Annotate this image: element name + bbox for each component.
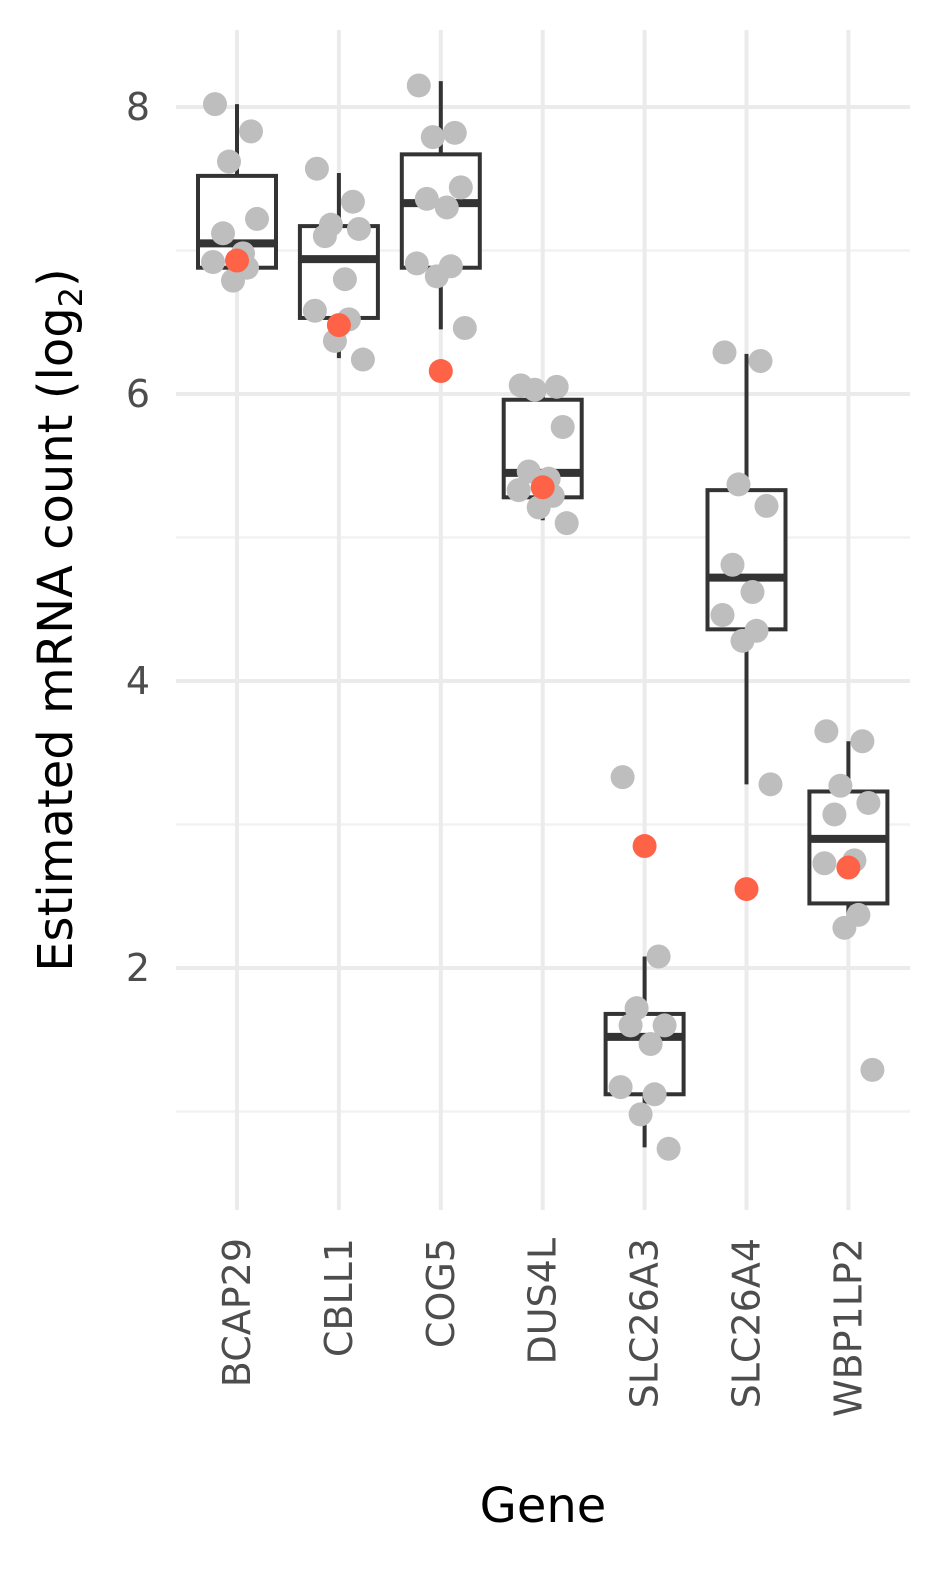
data-point (544, 374, 569, 399)
data-point (217, 149, 241, 174)
data-point (814, 719, 839, 744)
data-point (406, 73, 431, 98)
data-point (628, 1102, 653, 1127)
data-point (434, 195, 459, 220)
y-axis-title: Estimated mRNA count (log2) (28, 268, 90, 972)
data-point (652, 1013, 677, 1038)
highlight-point (734, 877, 759, 902)
data-point (424, 264, 449, 289)
data-point (812, 851, 837, 876)
box-wbp1lp2 (807, 741, 890, 928)
x-tick-label: SLC26A3 (623, 1238, 667, 1408)
data-point (748, 348, 773, 373)
x-tick-label: SLC26A4 (725, 1238, 769, 1408)
axes: 2 4 6 8 BCAP29 CBLL1 COG5 DUS4L SLC26A3 SLC26A4 WB… (126, 85, 871, 1417)
y-axis-title-close: ) (28, 268, 84, 287)
data-point (656, 1136, 681, 1161)
data-point (730, 628, 755, 653)
y-tick-label: 2 (126, 946, 150, 990)
data-point (404, 251, 429, 276)
data-point (522, 377, 547, 402)
x-tick-label: COG5 (419, 1238, 463, 1348)
data-point (201, 249, 225, 274)
data-point (414, 186, 439, 211)
data-point (448, 175, 473, 200)
data-point (822, 802, 847, 827)
highlight-point (530, 475, 555, 500)
data-point (346, 216, 371, 241)
y-axis-title-main: Estimated mRNA count (log (28, 307, 84, 971)
data-point (860, 1057, 885, 1082)
x-axis-title: Gene (480, 1478, 607, 1534)
data-point (726, 472, 751, 497)
highlight-point (632, 834, 657, 859)
data-point (618, 1013, 643, 1038)
x-tick-label: BCAP29 (215, 1238, 259, 1387)
data-point (754, 493, 779, 518)
data-point (758, 772, 783, 797)
data-point (350, 347, 375, 372)
data-point (832, 915, 857, 940)
data-points (201, 73, 885, 1161)
x-tick-label: CBLL1 (317, 1238, 361, 1357)
data-point (526, 495, 551, 520)
data-point (452, 315, 477, 340)
data-point (710, 602, 735, 627)
highlight-point (428, 359, 453, 384)
data-point (712, 340, 737, 365)
data-point (516, 459, 541, 484)
data-point (828, 773, 853, 798)
data-point (646, 944, 671, 969)
grid (176, 30, 910, 1210)
data-point (740, 580, 765, 605)
y-tick-label: 4 (126, 659, 150, 703)
data-point (221, 268, 245, 293)
data-point (506, 478, 531, 503)
data-point (211, 221, 235, 246)
highlight-point (225, 248, 249, 273)
data-point (554, 511, 579, 536)
data-point (340, 189, 365, 214)
y-tick-label: 8 (126, 85, 150, 129)
data-point (420, 125, 445, 150)
data-point (239, 119, 263, 144)
x-tick-label: WBP1LP2 (826, 1238, 870, 1417)
data-point (720, 552, 745, 577)
y-tick-label: 6 (126, 372, 150, 416)
data-point (332, 267, 357, 292)
box-slc26a4 (705, 353, 788, 785)
data-point (312, 224, 337, 249)
data-point (610, 765, 635, 790)
data-point (203, 92, 227, 117)
data-point (304, 156, 329, 181)
data-point (638, 1032, 663, 1057)
data-point (302, 298, 327, 323)
data-point (550, 415, 575, 440)
data-point (608, 1075, 633, 1100)
data-point (642, 1082, 667, 1107)
data-point (850, 729, 875, 754)
data-point (245, 206, 269, 231)
highlight-point (836, 855, 861, 880)
data-point (856, 790, 881, 815)
y-axis-title-subscript: 2 (52, 287, 90, 307)
highlight-point (326, 313, 351, 338)
data-point (442, 120, 467, 145)
x-tick-label: DUS4L (521, 1238, 565, 1365)
